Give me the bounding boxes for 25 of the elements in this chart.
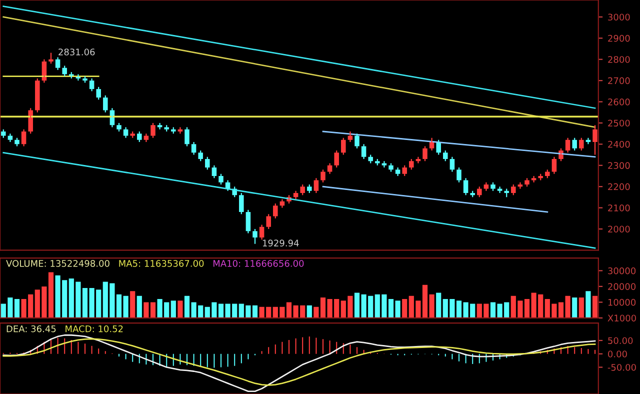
y-tick-label: -50.00 bbox=[608, 364, 636, 371]
annotation: MA5: 11635367.00 bbox=[119, 260, 204, 267]
y-tick-label: 20000 bbox=[608, 283, 636, 290]
y-tick-label: 2100 bbox=[608, 204, 630, 212]
y-tick-label: 2600 bbox=[608, 98, 630, 106]
y-tick-label: 0.00 bbox=[608, 350, 627, 358]
y-tick-label: 2300 bbox=[608, 162, 630, 169]
y-tick-label: 50.00 bbox=[608, 337, 633, 344]
y-tick-label: 10000 bbox=[608, 298, 636, 306]
annotation: 1929.94 bbox=[262, 240, 299, 246]
annotation: MACD: 10.52 bbox=[66, 325, 123, 332]
y-tick-label: 2200 bbox=[608, 183, 630, 190]
annotation: 2831.06 bbox=[58, 48, 95, 56]
y-tick-label: 2800 bbox=[608, 56, 630, 63]
y-tick-label: 2900 bbox=[608, 34, 630, 42]
y-tick-label: 2000 bbox=[608, 226, 630, 233]
y-tick-label: 30000 bbox=[608, 267, 636, 274]
annotation: VOLUME: 13522498.00 bbox=[6, 260, 110, 267]
y-tick-label: X1000 bbox=[608, 314, 636, 322]
y-tick-label: 2700 bbox=[608, 77, 630, 84]
y-tick-label: 2400 bbox=[608, 140, 630, 148]
y-tick-label: 3000 bbox=[608, 14, 630, 21]
y-tick-label: 2500 bbox=[608, 120, 630, 127]
annotation: DEA: 36.45 bbox=[6, 325, 56, 332]
annotation: MA10: 11666656.00 bbox=[213, 260, 304, 267]
